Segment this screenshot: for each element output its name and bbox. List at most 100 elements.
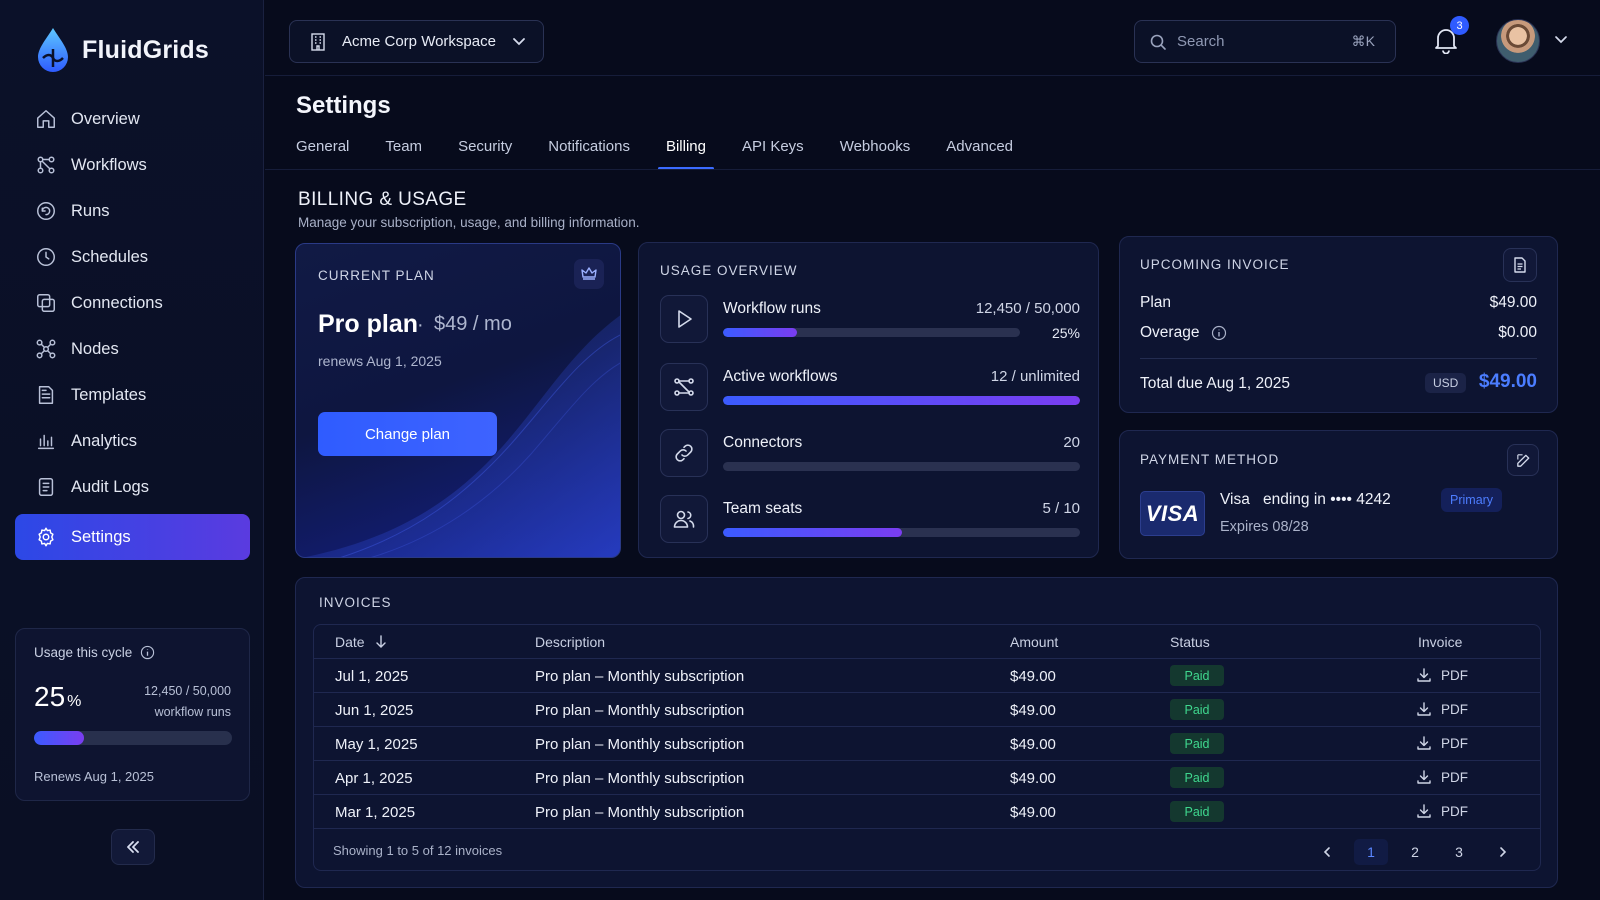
cell-date: Jun 1, 2025 (335, 702, 414, 719)
cell-amount: $49.00 (1010, 736, 1056, 753)
payment-method-label: PAYMENT METHOD (1140, 452, 1280, 467)
view-invoice-button[interactable] (1503, 248, 1537, 282)
download-icon (1417, 736, 1431, 750)
sidebar: FluidGrids Overview Workflows Runs Sched… (0, 0, 264, 900)
brand[interactable]: FluidGrids (34, 26, 209, 74)
column-date[interactable]: Date (335, 634, 387, 650)
primary-badge: Primary (1441, 488, 1503, 512)
next-page-button[interactable] (1486, 839, 1520, 865)
tabs-divider (265, 169, 1600, 170)
brand-name: FluidGrids (82, 35, 209, 64)
usage-cycle-progress-fill (34, 731, 84, 745)
chevron-down-icon[interactable] (1554, 32, 1568, 46)
sidebar-item-schedules[interactable]: Schedules (15, 234, 250, 280)
tab-general[interactable]: General (296, 138, 350, 155)
workflow-icon (674, 378, 694, 396)
sidebar-item-workflows[interactable]: Workflows (15, 142, 250, 188)
sidebar-item-label: Analytics (71, 431, 138, 450)
cell-amount: $49.00 (1010, 770, 1056, 787)
tab-notifications[interactable]: Notifications (548, 138, 630, 155)
collapse-sidebar-button[interactable] (111, 829, 155, 865)
sidebar-item-label: Audit Logs (71, 477, 149, 496)
prev-page-button[interactable] (1310, 839, 1344, 865)
change-plan-button[interactable]: Change plan (318, 412, 497, 456)
runs-icon (37, 202, 55, 220)
tab-api-keys[interactable]: API Keys (741, 138, 804, 155)
tab-security[interactable]: Security (458, 138, 513, 155)
sidebar-item-connections[interactable]: Connections (15, 280, 250, 326)
usage-progress-fill (723, 396, 1080, 405)
download-pdf-link[interactable]: PDF (1416, 735, 1468, 751)
sidebar-item-label: Schedules (71, 247, 149, 266)
invoice-total-label: Total due Aug 1, 2025 (1140, 375, 1290, 392)
cell-amount: $49.00 (1010, 668, 1056, 685)
usage-cycle-progress (34, 731, 232, 745)
column-invoice: Invoice (1418, 634, 1463, 650)
current-plan-card: CURRENT PLAN Pro plan · $49 / mo renews … (295, 243, 621, 558)
download-pdf-link[interactable]: PDF (1416, 701, 1468, 717)
usage-row-team-seats: Team seats 5 / 10 (660, 495, 1080, 545)
usage-overview-label: USAGE OVERVIEW (660, 263, 798, 278)
usage-value: 20 (1063, 434, 1080, 451)
sidebar-item-runs[interactable]: Runs (15, 188, 250, 234)
status-badge: Paid (1170, 767, 1224, 788)
sidebar-item-label: Connections (71, 293, 163, 312)
sidebar-item-audit-logs[interactable]: Audit Logs (15, 464, 250, 510)
info-icon[interactable] (1211, 325, 1227, 341)
document-icon (1514, 257, 1526, 273)
usage-icon-box (660, 363, 708, 411)
tab-webhooks[interactable]: Webhooks (839, 138, 911, 155)
info-icon[interactable] (140, 645, 155, 660)
invoices-card: INVOICES Date Description Amount Status … (295, 577, 1558, 888)
usage-cycle-percent-value: 25 (34, 681, 66, 712)
download-pdf-link[interactable]: PDF (1416, 769, 1468, 785)
sidebar-item-analytics[interactable]: Analytics (15, 418, 250, 464)
sidebar-item-overview[interactable]: Overview (15, 96, 250, 142)
usage-value: 12,450 / 50,000 (975, 300, 1080, 317)
tab-advanced[interactable]: Advanced (946, 138, 1014, 155)
sidebar-item-settings[interactable]: Settings (15, 514, 250, 560)
invoice-overage-label-text: Overage (1140, 324, 1200, 341)
search-input[interactable]: Search ⌘K (1134, 20, 1396, 63)
visa-logo: VISA (1140, 491, 1205, 536)
invoice-overage-amount: $0.00 (1498, 324, 1537, 341)
card-ending: ending in •••• 4242 (1263, 491, 1391, 508)
download-icon (1417, 668, 1431, 682)
download-pdf-link[interactable]: PDF (1416, 803, 1468, 819)
usage-cycle-unit: workflow runs (154, 705, 231, 719)
search-placeholder: Search (1177, 33, 1225, 50)
workflow-icon (37, 156, 55, 174)
cell-description: Pro plan – Monthly subscription (535, 804, 745, 821)
sidebar-nav: Overview Workflows Runs Schedules Connec… (15, 96, 250, 560)
bell-icon[interactable] (1433, 26, 1459, 54)
topbar: Acme Corp Workspace Search ⌘K 3 (265, 0, 1600, 76)
avatar[interactable] (1496, 19, 1540, 63)
section-title: BILLING & USAGE (298, 189, 467, 210)
page-3-button[interactable]: 3 (1455, 844, 1463, 860)
download-icon (1417, 702, 1431, 716)
page-1-button[interactable]: 1 (1354, 839, 1388, 865)
invoice-divider (1140, 358, 1537, 359)
sidebar-item-templates[interactable]: Templates (15, 372, 250, 418)
upcoming-invoice-card: UPCOMING INVOICE Plan $49.00 Overage $0.… (1119, 236, 1558, 413)
plan-price: $49 / mo (434, 313, 512, 335)
usage-icon-box (660, 295, 708, 343)
current-plan-label: CURRENT PLAN (318, 268, 435, 283)
crown-icon (581, 267, 597, 280)
usage-icon-box (660, 495, 708, 543)
cell-description: Pro plan – Monthly subscription (535, 668, 745, 685)
workspace-selector[interactable]: Acme Corp Workspace (289, 20, 544, 63)
cell-description: Pro plan – Monthly subscription (535, 736, 745, 753)
cell-date: Mar 1, 2025 (335, 804, 416, 821)
sidebar-item-label: Runs (71, 201, 110, 220)
usage-cycle-count-value: 12,450 / 50,000 (144, 684, 231, 698)
download-pdf-link[interactable]: PDF (1416, 667, 1468, 683)
tab-team[interactable]: Team (385, 138, 423, 155)
page-2-button[interactable]: 2 (1411, 844, 1419, 860)
column-amount: Amount (1010, 634, 1059, 650)
tab-billing[interactable]: Billing (657, 132, 715, 170)
link-icon (675, 444, 693, 462)
sidebar-item-nodes[interactable]: Nodes (15, 326, 250, 372)
edit-payment-button[interactable] (1507, 444, 1539, 476)
usage-overview-card: USAGE OVERVIEW Workflow runs 12,450 / 50… (638, 242, 1099, 558)
